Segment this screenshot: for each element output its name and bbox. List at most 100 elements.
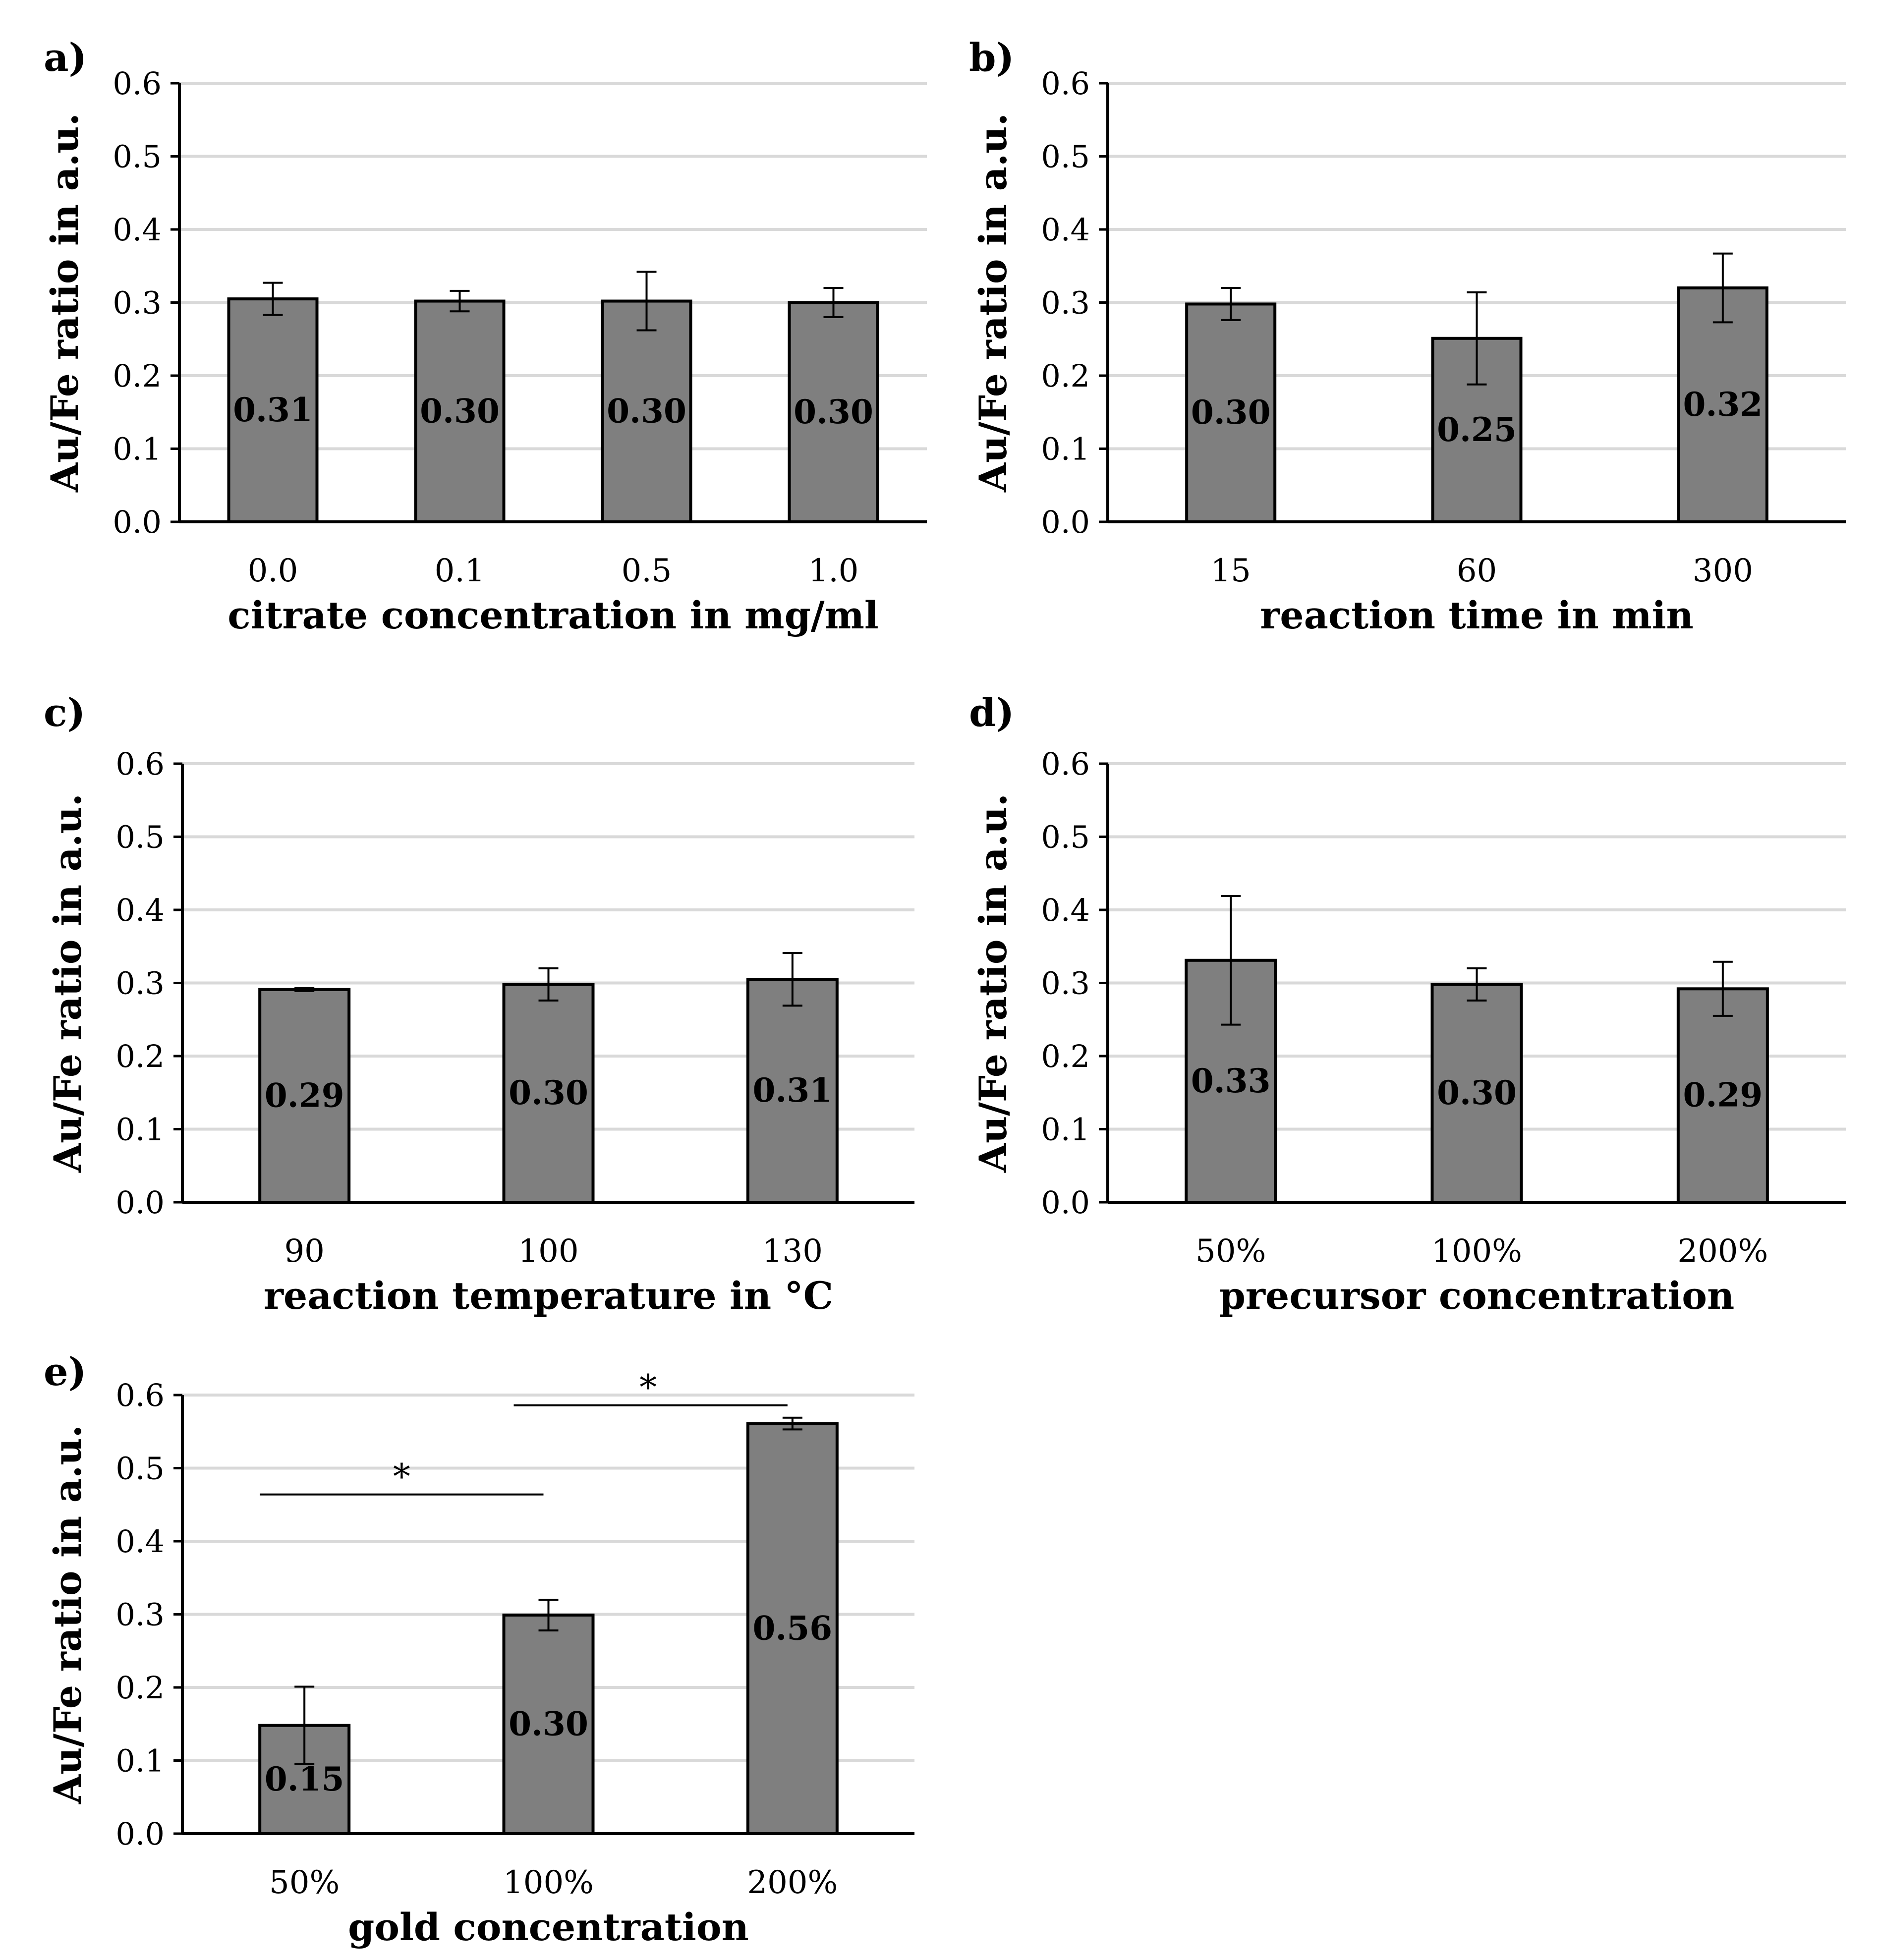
error-bar	[538, 967, 559, 1002]
y-tick-label: 0.1	[115, 1112, 165, 1148]
x-tick-label: 50%	[269, 1864, 340, 1901]
data-label: 0.30	[509, 1073, 588, 1112]
error-bar	[294, 987, 315, 992]
x-axis-title: citrate concentration in mg/ml	[228, 593, 879, 637]
error-bar	[823, 287, 844, 318]
data-label: 0.30	[420, 392, 500, 430]
y-tick-label: 0.5	[1041, 139, 1090, 175]
y-axis-title: Au/Fe ratio in a.u.	[971, 793, 1015, 1173]
panel-label: b)	[969, 35, 1014, 80]
bar	[746, 1422, 839, 1835]
panel-label: c)	[44, 690, 85, 735]
y-tick-label: 0.0	[1041, 1184, 1090, 1221]
y-tick-label: 0.4	[113, 212, 162, 248]
error-bar	[1712, 252, 1733, 324]
bar	[1676, 987, 1769, 1204]
panel-b: b) 0.0 0.1 0.2 0.3 0.4 0.5 0.6 0.30 15 0.25 60 0.32 3…	[969, 35, 1846, 637]
x-axis-title: reaction time in min	[1260, 593, 1694, 637]
panel-a: a) 0.0 0.1 0.2 0.3 0.4 0.5 0.6 0.31 0.0 0.30 0.1 0.3…	[43, 35, 927, 637]
x-tick-label: 300	[1693, 553, 1753, 589]
y-tick-label: 0.1	[1041, 1112, 1090, 1148]
y-tick-label: 0.5	[115, 819, 165, 855]
data-label: 0.30	[1191, 393, 1271, 432]
x-tick-label: 100	[518, 1233, 578, 1270]
y-tick-label: 0.6	[113, 65, 162, 102]
error-bar	[1712, 960, 1733, 1017]
y-tick-label: 0.4	[115, 892, 165, 928]
y-tick-label: 0.3	[115, 965, 165, 1002]
y-tick-label: 0.6	[115, 1377, 165, 1413]
y-tick-label: 0.3	[115, 1597, 165, 1633]
data-label: 0.29	[265, 1076, 344, 1115]
y-axis-title: Au/Fe ratio in a.u.	[46, 1425, 90, 1804]
error-bar	[636, 271, 657, 332]
error-bar	[1221, 895, 1241, 1026]
x-axis-title: reaction temperature in °C	[264, 1274, 833, 1318]
y-tick-label: 0.1	[1041, 431, 1090, 467]
y-tick-label: 0.0	[115, 1184, 165, 1221]
bar	[502, 983, 595, 1204]
data-label: 0.30	[509, 1704, 588, 1743]
data-label: 0.56	[752, 1609, 832, 1647]
x-tick-label: 130	[762, 1233, 823, 1270]
y-tick-label: 0.6	[1041, 65, 1090, 102]
y-axis-title: Au/Fe ratio in a.u.	[43, 113, 87, 493]
bar	[502, 1613, 595, 1836]
y-tick-label: 0.5	[1041, 819, 1090, 855]
significance-star: *	[639, 1367, 657, 1408]
data-label: 0.32	[1683, 385, 1763, 424]
data-label: 0.33	[1191, 1062, 1271, 1100]
panel-label: a)	[44, 35, 87, 80]
error-bar	[294, 1685, 315, 1765]
y-tick-label: 0.3	[1041, 285, 1090, 321]
x-tick-label: 0.5	[622, 553, 672, 589]
x-tick-label: 50%	[1196, 1233, 1266, 1270]
y-tick-label: 0.2	[115, 1670, 165, 1706]
data-label: 0.30	[1437, 1073, 1517, 1112]
x-tick-label: 0.0	[248, 553, 298, 589]
x-tick-label: 60	[1457, 553, 1497, 589]
error-bar	[1221, 287, 1241, 321]
x-tick-label: 200%	[747, 1864, 838, 1901]
y-tick-label: 0.0	[1041, 504, 1090, 540]
y-tick-label: 0.6	[1041, 746, 1090, 782]
data-label: 0.31	[752, 1071, 832, 1110]
bar	[1185, 302, 1277, 523]
x-axis-title: precursor concentration	[1219, 1274, 1735, 1318]
bar	[746, 978, 839, 1204]
data-label: 0.29	[1683, 1076, 1763, 1115]
data-label: 0.30	[794, 392, 873, 431]
y-tick-label: 0.0	[113, 504, 162, 540]
y-tick-label: 0.1	[115, 1743, 165, 1779]
panel-e: e) 0.0 0.1 0.2 0.3 0.4 0.5 0.6 0.15 50% 0.30 100% 0.…	[44, 1349, 914, 1949]
error-bar	[782, 952, 802, 1007]
y-tick-label: 0.2	[115, 1038, 165, 1074]
y-tick-label: 0.5	[115, 1451, 165, 1487]
data-label: 0.30	[607, 392, 686, 430]
error-bar	[263, 281, 283, 316]
y-tick-label: 0.4	[1041, 212, 1090, 248]
bar	[227, 297, 319, 523]
x-tick-label: 200%	[1677, 1233, 1768, 1270]
y-tick-label: 0.1	[113, 431, 162, 467]
x-tick-label: 100%	[1431, 1233, 1522, 1270]
x-axis-title: gold concentration	[348, 1905, 749, 1949]
y-tick-label: 0.3	[113, 285, 162, 321]
bar	[601, 299, 692, 523]
data-label: 0.25	[1437, 410, 1517, 449]
panel-c: c) 0.0 0.1 0.2 0.3 0.4 0.5 0.6 0.29 90 0.30 100 0.31…	[44, 690, 914, 1318]
error-bar	[1467, 291, 1487, 386]
x-tick-label: 15	[1210, 553, 1251, 589]
panel-label: d)	[969, 690, 1014, 735]
y-tick-label: 0.0	[115, 1816, 165, 1852]
y-tick-label: 0.2	[113, 358, 162, 394]
data-label: 0.31	[233, 391, 313, 429]
x-tick-label: 1.0	[808, 553, 859, 589]
error-bar	[450, 289, 470, 313]
error-bar	[1467, 967, 1487, 1002]
panel-d: d) 0.0 0.1 0.2 0.3 0.4 0.5 0.6 0.33 50% 0.30 100% 0.…	[969, 690, 1846, 1318]
error-bar	[782, 1416, 802, 1431]
y-axis-title: Au/Fe ratio in a.u.	[971, 113, 1015, 493]
significance-star: *	[393, 1456, 410, 1497]
